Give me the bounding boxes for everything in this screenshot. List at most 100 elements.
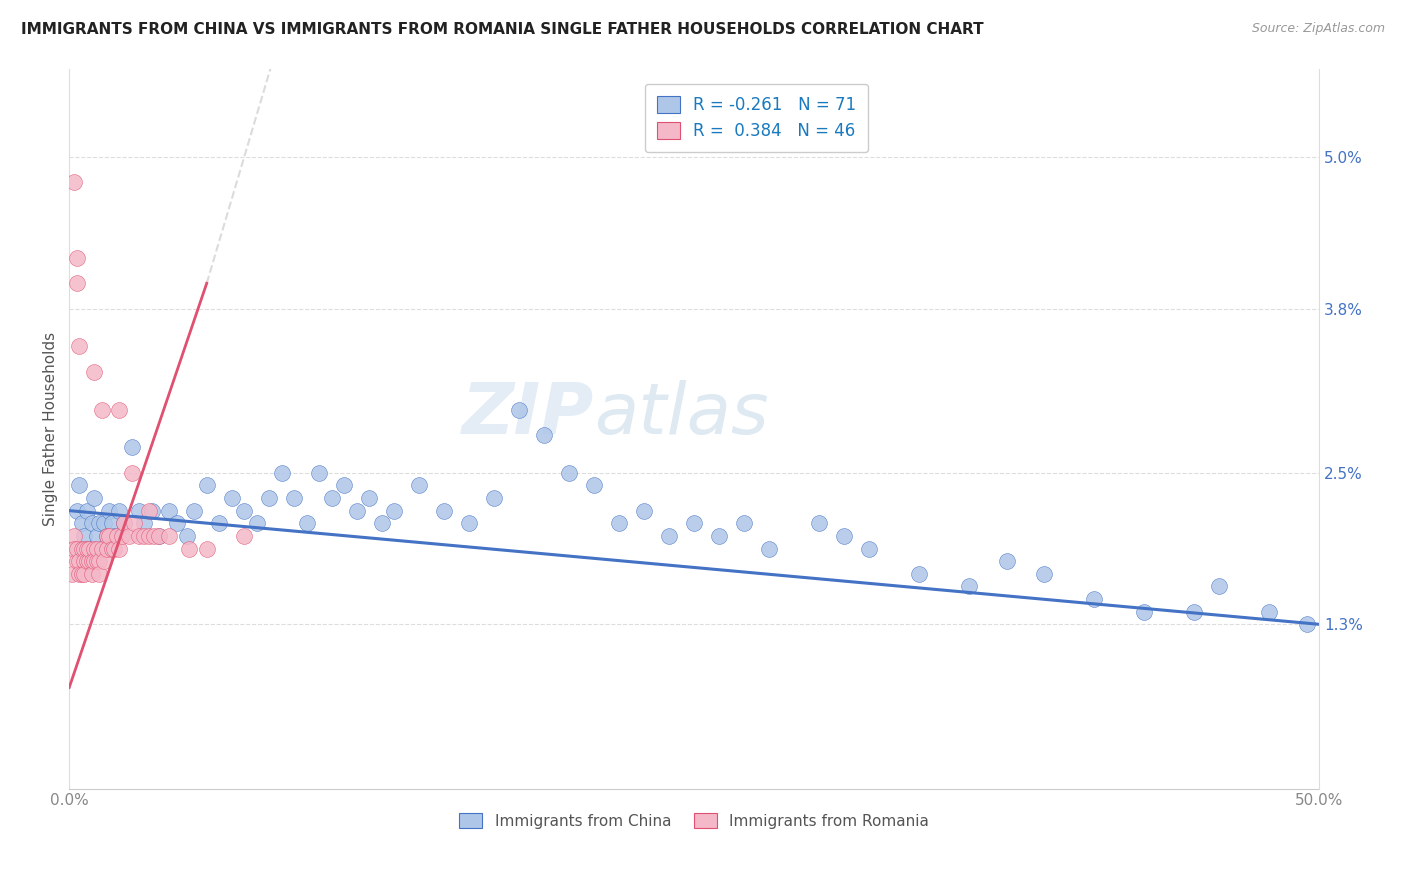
Text: ZIP: ZIP bbox=[463, 380, 595, 449]
Point bbox=[128, 503, 150, 517]
Point bbox=[138, 529, 160, 543]
Point bbox=[128, 529, 150, 543]
Point bbox=[67, 339, 90, 353]
Point bbox=[86, 554, 108, 568]
Point bbox=[77, 541, 100, 556]
Point bbox=[73, 554, 96, 568]
Point bbox=[221, 491, 243, 505]
Point bbox=[121, 466, 143, 480]
Point bbox=[370, 516, 392, 531]
Point bbox=[89, 516, 111, 531]
Point bbox=[66, 503, 89, 517]
Text: IMMIGRANTS FROM CHINA VS IMMIGRANTS FROM ROMANIA SINGLE FATHER HOUSEHOLDS CORREL: IMMIGRANTS FROM CHINA VS IMMIGRANTS FROM… bbox=[21, 22, 984, 37]
Point bbox=[89, 566, 111, 581]
Point bbox=[66, 277, 89, 291]
Point bbox=[83, 365, 105, 379]
Text: Source: ZipAtlas.com: Source: ZipAtlas.com bbox=[1251, 22, 1385, 36]
Point bbox=[858, 541, 880, 556]
Point bbox=[733, 516, 755, 531]
Point bbox=[1033, 566, 1056, 581]
Point bbox=[100, 541, 122, 556]
Y-axis label: Single Father Households: Single Father Households bbox=[44, 332, 58, 525]
Point bbox=[233, 503, 256, 517]
Point bbox=[77, 554, 100, 568]
Point bbox=[382, 503, 405, 517]
Point bbox=[80, 554, 103, 568]
Point bbox=[270, 466, 292, 480]
Point bbox=[257, 491, 280, 505]
Point bbox=[66, 251, 89, 265]
Point bbox=[63, 529, 86, 543]
Point bbox=[138, 503, 160, 517]
Point bbox=[83, 541, 105, 556]
Point bbox=[67, 566, 90, 581]
Point bbox=[683, 516, 706, 531]
Point bbox=[195, 541, 218, 556]
Point bbox=[658, 529, 681, 543]
Point bbox=[633, 503, 655, 517]
Point bbox=[558, 466, 581, 480]
Point bbox=[233, 529, 256, 543]
Point bbox=[246, 516, 269, 531]
Point bbox=[1208, 579, 1230, 593]
Point bbox=[183, 503, 205, 517]
Point bbox=[73, 541, 96, 556]
Point bbox=[70, 566, 93, 581]
Text: atlas: atlas bbox=[595, 380, 769, 449]
Point bbox=[208, 516, 231, 531]
Point bbox=[108, 402, 131, 417]
Point bbox=[709, 529, 731, 543]
Point bbox=[157, 503, 180, 517]
Point bbox=[70, 516, 93, 531]
Point bbox=[96, 529, 118, 543]
Point bbox=[103, 541, 125, 556]
Point bbox=[73, 529, 96, 543]
Point bbox=[134, 516, 156, 531]
Point bbox=[458, 516, 481, 531]
Point bbox=[308, 466, 330, 480]
Point bbox=[83, 491, 105, 505]
Point bbox=[143, 529, 166, 543]
Point bbox=[607, 516, 630, 531]
Point bbox=[408, 478, 430, 492]
Point bbox=[70, 541, 93, 556]
Point bbox=[67, 478, 90, 492]
Point bbox=[73, 566, 96, 581]
Point bbox=[89, 554, 111, 568]
Point bbox=[105, 529, 128, 543]
Point bbox=[808, 516, 831, 531]
Point bbox=[1133, 605, 1156, 619]
Point bbox=[77, 541, 100, 556]
Point bbox=[179, 541, 201, 556]
Point bbox=[67, 554, 90, 568]
Point bbox=[63, 175, 86, 189]
Point bbox=[63, 541, 86, 556]
Point bbox=[100, 516, 122, 531]
Point bbox=[176, 529, 198, 543]
Point bbox=[333, 478, 356, 492]
Point bbox=[832, 529, 855, 543]
Point bbox=[83, 554, 105, 568]
Point bbox=[1258, 605, 1281, 619]
Point bbox=[1083, 592, 1105, 607]
Point bbox=[96, 541, 118, 556]
Point bbox=[908, 566, 931, 581]
Point bbox=[103, 529, 125, 543]
Point bbox=[118, 529, 141, 543]
Point bbox=[108, 541, 131, 556]
Point bbox=[108, 503, 131, 517]
Point bbox=[96, 529, 118, 543]
Point bbox=[122, 516, 145, 531]
Point bbox=[583, 478, 606, 492]
Point bbox=[86, 529, 108, 543]
Point bbox=[283, 491, 305, 505]
Point bbox=[60, 566, 83, 581]
Point bbox=[93, 516, 115, 531]
Point bbox=[957, 579, 980, 593]
Legend: Immigrants from China, Immigrants from Romania: Immigrants from China, Immigrants from R… bbox=[453, 806, 935, 835]
Point bbox=[141, 503, 163, 517]
Point bbox=[121, 441, 143, 455]
Point bbox=[321, 491, 343, 505]
Point bbox=[98, 503, 121, 517]
Point bbox=[508, 402, 530, 417]
